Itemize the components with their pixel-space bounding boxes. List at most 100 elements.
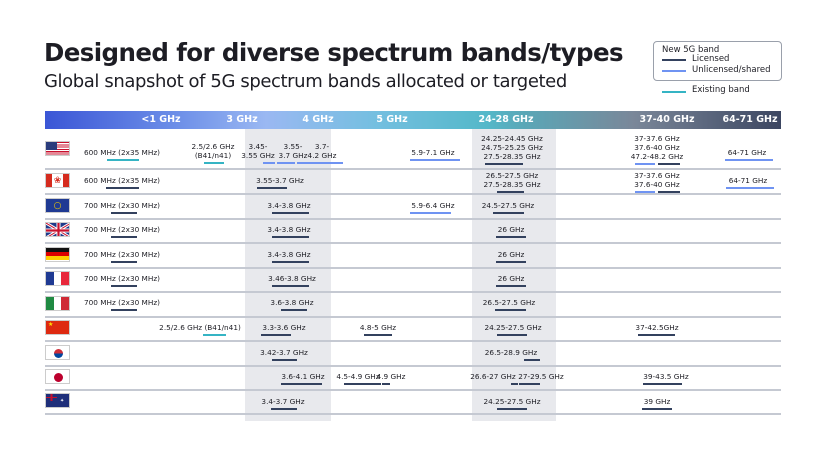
row-separator bbox=[45, 413, 781, 415]
band-bar-licensed bbox=[643, 383, 682, 386]
band-label: 3.55-3.7 GHz bbox=[256, 176, 304, 185]
band-label: 26 GHz bbox=[497, 250, 525, 259]
band-bar-licensed bbox=[485, 163, 523, 166]
band-bar-unlicensed bbox=[726, 187, 774, 190]
legend-existing: Existing band bbox=[692, 85, 750, 95]
band-label: 700 MHz (2x30 MHz) bbox=[83, 250, 161, 259]
row-separator bbox=[45, 340, 781, 342]
band-bar-licensed bbox=[496, 285, 526, 288]
italy-flag bbox=[45, 295, 70, 311]
france-flag bbox=[45, 271, 70, 286]
row-separator bbox=[45, 389, 781, 391]
row-separator bbox=[45, 291, 781, 293]
band-label: 26 GHz bbox=[497, 225, 525, 234]
band-label: 600 MHz (2x35 MHz) bbox=[83, 148, 161, 157]
band-label: 3.7- 4.2 GHz bbox=[307, 142, 337, 160]
band-bar-licensed bbox=[496, 261, 526, 264]
legend-heading: New 5G band bbox=[662, 45, 720, 55]
band-label: 3.6-4.1 GHz bbox=[281, 372, 325, 381]
band-bar-licensed bbox=[111, 261, 137, 264]
band-bar-licensed bbox=[281, 383, 322, 386]
band-bar-unlicensed bbox=[635, 163, 655, 166]
frequency-header-bar: <1 GHz 3 GHz 4 GHz 5 GHz 24-28 GHz 37-40 GHz 6… bbox=[45, 111, 781, 129]
band-bar-unlicensed bbox=[277, 162, 295, 165]
band-label: 2.5/2.6 GHz (B41/n41) bbox=[159, 323, 241, 332]
band-bar-licensed bbox=[106, 187, 139, 190]
band-label: 26 GHz bbox=[497, 274, 525, 283]
row-separator bbox=[45, 168, 781, 170]
band-label: 700 MHz (2x30 MHz) bbox=[83, 298, 161, 307]
band-bar-licensed bbox=[658, 191, 680, 194]
header-label: 24-28 GHz bbox=[478, 114, 534, 125]
band-bar-licensed bbox=[519, 383, 540, 386]
band-label: 24.5-27.5 GHz bbox=[481, 201, 535, 210]
band-label: 3.4-3.8 GHz bbox=[267, 250, 311, 259]
band-label: 3.42-3.7 GHz bbox=[260, 348, 308, 357]
band-bar-unlicensed bbox=[297, 162, 343, 165]
band-bar-licensed bbox=[272, 359, 297, 362]
column-highlight-24-28ghz bbox=[472, 129, 556, 421]
header-label: 37-40 GHz bbox=[639, 114, 695, 125]
band-bar-existing bbox=[203, 334, 226, 337]
header-label: 3 GHz bbox=[226, 114, 258, 125]
band-bar-licensed bbox=[111, 236, 137, 239]
page-title: Designed for diverse spectrum bands/type… bbox=[44, 38, 624, 67]
band-label: 4.8-5 GHz bbox=[359, 323, 397, 332]
band-label: 64-71 GHz bbox=[727, 148, 767, 157]
band-label: 37-37.6 GHz 37.6-40 GHz bbox=[634, 171, 680, 189]
band-bar-unlicensed bbox=[410, 159, 460, 162]
band-bar-licensed bbox=[271, 408, 297, 411]
band-label: 3.45- 3.55 GHz bbox=[241, 142, 275, 160]
band-bar-licensed bbox=[658, 163, 680, 166]
row-separator bbox=[45, 242, 781, 244]
band-bar-existing bbox=[204, 162, 224, 165]
band-bar-licensed bbox=[111, 285, 137, 288]
band-label: 5.9-6.4 GHz bbox=[411, 201, 455, 210]
band-bar-licensed bbox=[261, 334, 291, 337]
band-bar-unlicensed bbox=[263, 162, 275, 165]
band-label: 3.3-3.6 GHz bbox=[262, 323, 306, 332]
band-label: 24.25-27.5 GHz bbox=[484, 323, 542, 332]
header-label: <1 GHz bbox=[141, 114, 181, 125]
china-flag: ★ bbox=[45, 320, 70, 335]
band-bar-licensed bbox=[272, 285, 309, 288]
band-bar-licensed bbox=[257, 187, 287, 190]
legend: New 5G band Licensed Unlicensed/shared bbox=[653, 41, 782, 81]
germany-flag bbox=[45, 246, 70, 262]
band-label: 3.4-3.8 GHz bbox=[267, 201, 311, 210]
legend-licensed: Licensed bbox=[692, 54, 730, 64]
header-label: 64-71 GHz bbox=[722, 114, 778, 125]
legend-existing-line bbox=[662, 91, 686, 93]
column-highlight-3-4ghz bbox=[245, 129, 331, 421]
band-bar-unlicensed bbox=[635, 191, 655, 194]
band-bar-licensed bbox=[497, 191, 524, 194]
band-label: 39 GHz bbox=[643, 397, 671, 406]
us-flag bbox=[45, 141, 70, 156]
band-bar-licensed bbox=[272, 212, 309, 215]
legend-unlicensed-line bbox=[662, 70, 686, 72]
band-bar-licensed bbox=[272, 236, 309, 239]
header-label: 4 GHz bbox=[302, 114, 334, 125]
band-label: 700 MHz (2x30 MHz) bbox=[83, 274, 161, 283]
band-bar-licensed bbox=[111, 212, 137, 215]
row-separator bbox=[45, 218, 781, 220]
band-label: 4.9 GHz bbox=[376, 372, 406, 381]
band-bar-licensed bbox=[493, 212, 524, 215]
band-label: 3.6-3.8 GHz bbox=[270, 298, 314, 307]
header-label: 5 GHz bbox=[376, 114, 408, 125]
band-label: 3.55- 3.7 GHz bbox=[278, 142, 308, 160]
band-label: 600 MHz (2x35 MHz) bbox=[83, 176, 161, 185]
band-label: 39-43.5 GHz bbox=[643, 372, 689, 381]
band-label: 4.5-4.9 GHz bbox=[336, 372, 380, 381]
band-bar-licensed bbox=[524, 359, 540, 362]
band-bar-licensed bbox=[111, 309, 137, 312]
band-label: 2.5/2.6 GHz (B41/n41) bbox=[191, 142, 235, 160]
band-label: 24.25-27.5 GHz bbox=[483, 397, 541, 406]
korea-flag bbox=[45, 344, 70, 360]
band-bar-unlicensed bbox=[410, 212, 451, 215]
band-label: 700 MHz (2x30 MHz) bbox=[83, 201, 161, 210]
uk-flag bbox=[45, 222, 70, 237]
band-label: 37-37.6 GHz 37.6-40 GHz 47.2-48.2 GHz bbox=[630, 134, 684, 161]
band-bar-licensed bbox=[281, 309, 307, 312]
eu-flag: ○ bbox=[45, 197, 70, 213]
